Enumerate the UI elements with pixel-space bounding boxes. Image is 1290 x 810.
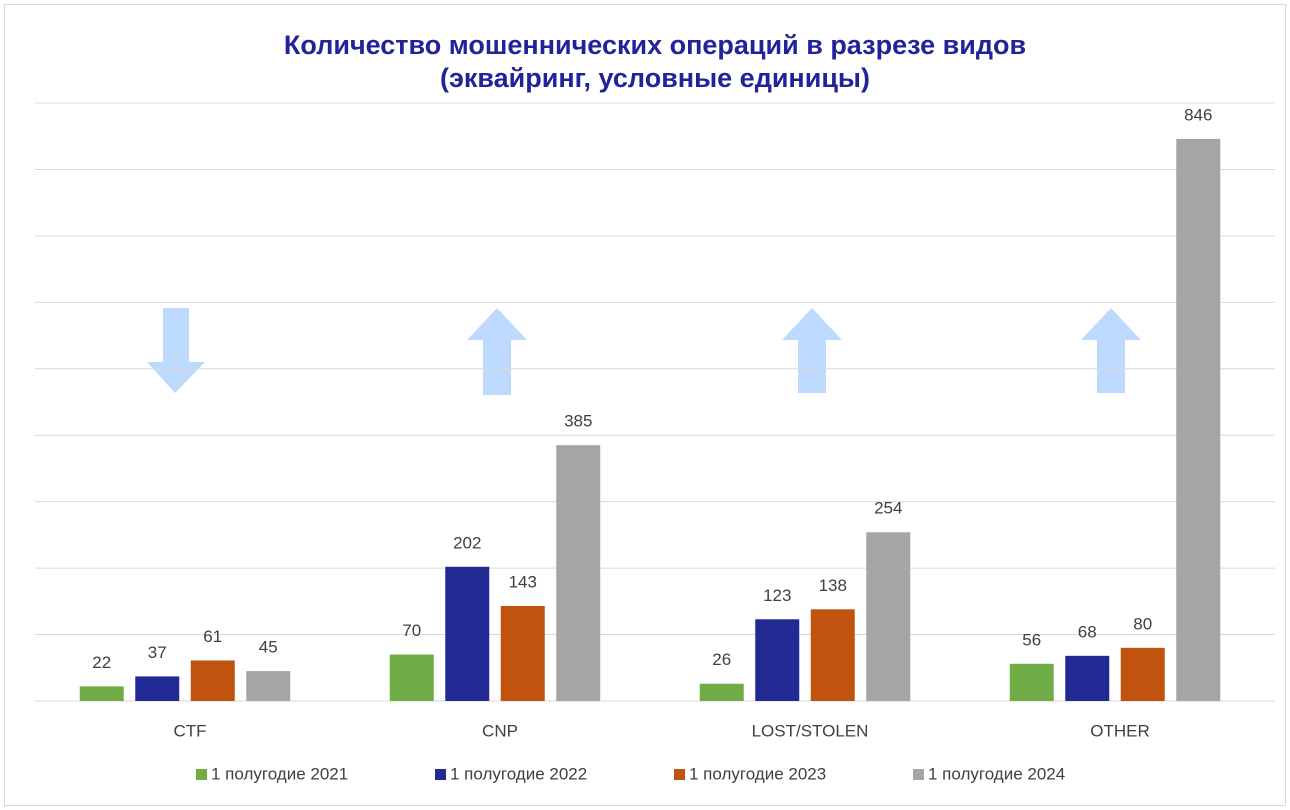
data-label: 26: [712, 650, 731, 669]
data-label: 45: [259, 638, 278, 657]
data-label: 254: [874, 499, 902, 518]
legend-label: 1 полугодие 2024: [928, 764, 1065, 783]
trend-arrow-up: [1081, 308, 1141, 393]
legend-label: 1 полугодие 2021: [211, 764, 348, 783]
bar: [699, 683, 744, 701]
legend-swatch: [196, 769, 207, 780]
data-label: 138: [819, 576, 847, 595]
data-label: 385: [564, 412, 592, 431]
bar: [246, 671, 291, 701]
data-label: 56: [1022, 630, 1041, 649]
bar: [755, 619, 800, 701]
bar: [1009, 663, 1054, 701]
bar: [810, 609, 855, 701]
bar: [556, 445, 601, 701]
data-label: 68: [1078, 622, 1097, 641]
x-tick-label: CNP: [482, 721, 518, 740]
data-label: 37: [148, 643, 167, 662]
data-label: 143: [509, 572, 537, 591]
data-label: 846: [1184, 105, 1212, 124]
data-label: 80: [1133, 614, 1152, 633]
chart-subtitle: (эквайринг, условные единицы): [440, 63, 870, 93]
trend-arrow-up: [467, 308, 527, 395]
legend-swatch: [913, 769, 924, 780]
legend-label: 1 полугодие 2023: [689, 764, 826, 783]
legend-swatch: [674, 769, 685, 780]
legend-label: 1 полугодие 2022: [450, 764, 587, 783]
bar: [1065, 655, 1110, 701]
data-label: 61: [203, 627, 222, 646]
bar: [190, 660, 235, 701]
x-tick-label: OTHER: [1090, 721, 1150, 740]
trend-arrow-up: [782, 308, 842, 393]
bar: [389, 654, 434, 701]
x-tick-label: CTF: [173, 721, 206, 740]
trend-arrow-down: [147, 308, 205, 393]
data-label: 123: [763, 586, 791, 605]
data-label: 22: [92, 653, 111, 672]
legend-swatch: [435, 769, 446, 780]
data-label: 70: [402, 621, 421, 640]
bar: [866, 532, 911, 701]
bar: [79, 686, 124, 701]
bar: [445, 566, 490, 701]
bar: [500, 605, 545, 701]
bar: [1176, 138, 1221, 701]
x-tick-label: LOST/STOLEN: [752, 721, 869, 740]
bar: [135, 676, 180, 701]
data-label: 202: [453, 533, 481, 552]
chart-title: Количество мошеннических операций в разр…: [284, 30, 1026, 60]
bar: [1120, 647, 1165, 701]
